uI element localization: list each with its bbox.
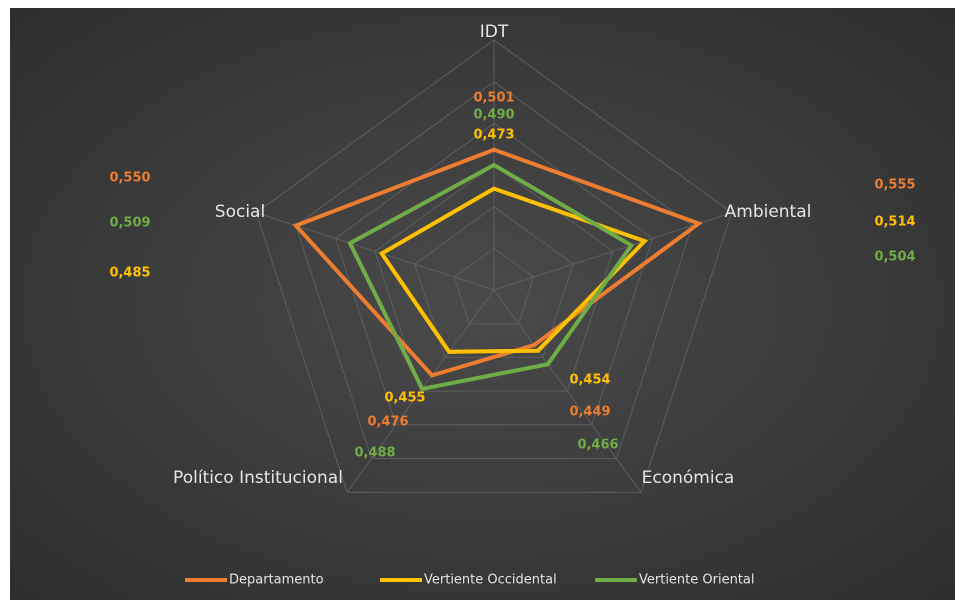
spoke (346, 289, 495, 493)
value-label: 0,485 (109, 266, 150, 281)
value-label: 0,504 (874, 250, 915, 265)
category-label: Político Institucional (173, 468, 343, 488)
value-label: 0,476 (367, 415, 408, 430)
series-line (347, 162, 635, 392)
value-label: 0,514 (874, 215, 915, 230)
category-label: Ambiental (725, 202, 812, 222)
value-label: 0,466 (577, 438, 618, 453)
grid-ring (255, 39, 733, 493)
series-line (378, 186, 649, 354)
legend-label: Departamento (229, 573, 324, 588)
value-label: 0,550 (109, 171, 150, 186)
legend-label: Vertiente Occidental (424, 573, 557, 588)
category-label: Económica (642, 468, 735, 488)
chart-background (10, 8, 955, 600)
value-label: 0,488 (354, 446, 395, 461)
value-label: 0,490 (473, 108, 514, 123)
grid-ring (453, 247, 535, 325)
spoke (493, 289, 642, 493)
value-label: 0,555 (874, 178, 915, 193)
grid-ring (374, 164, 614, 392)
grid-ring (334, 122, 654, 426)
spoke (493, 212, 732, 291)
value-label: 0,454 (569, 373, 610, 388)
legend-label: Vertiente Oriental (639, 573, 755, 588)
grid-ring (295, 81, 693, 459)
value-label: 0,509 (109, 216, 150, 231)
series-line (292, 147, 703, 378)
category-label: Social (215, 202, 265, 222)
value-label: 0,473 (473, 128, 514, 143)
category-label: IDT (480, 22, 509, 42)
value-label: 0,455 (384, 391, 425, 406)
value-label: 0,449 (569, 405, 610, 420)
value-label: 0,501 (473, 91, 514, 106)
